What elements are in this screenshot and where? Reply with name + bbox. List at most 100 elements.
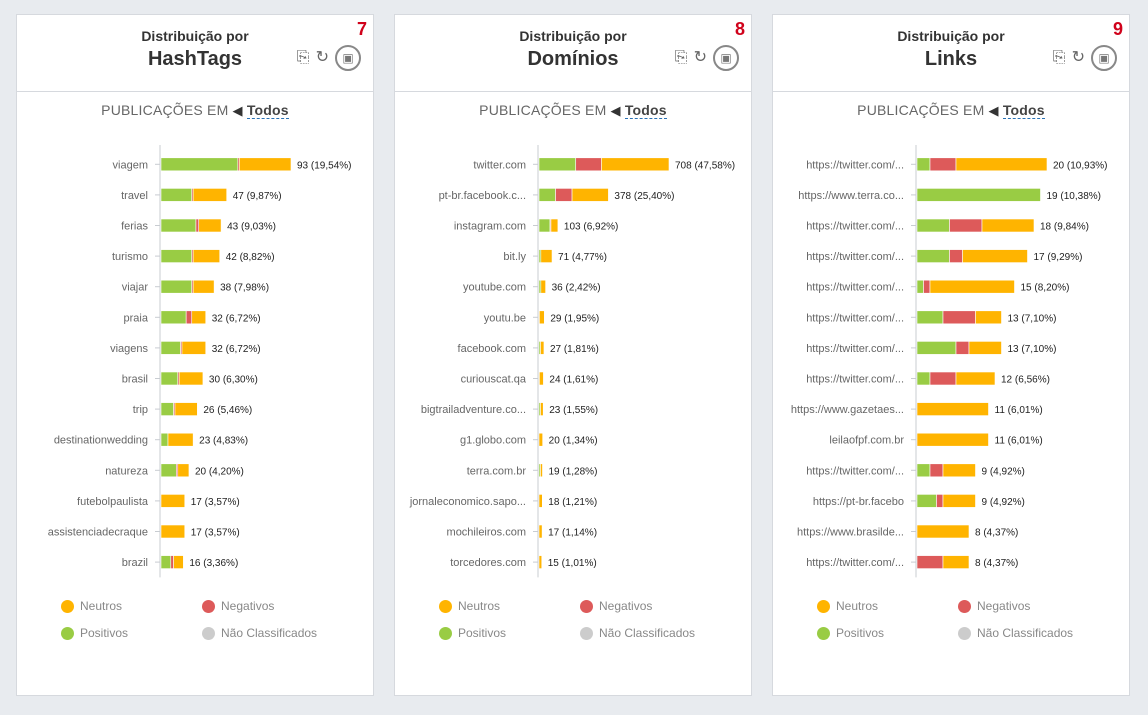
bar-neutros (540, 279, 546, 294)
value-label: 18 (9,84%) (1040, 222, 1089, 233)
bar-neutros (191, 310, 207, 325)
bar-positivos (538, 157, 577, 172)
value-label: 43 (9,03%) (227, 222, 276, 233)
legend-item-negativos[interactable]: Negativos (958, 599, 1030, 613)
bar-positivos (916, 188, 1041, 202)
bar-neutros (981, 218, 1035, 233)
bar-neutros (571, 188, 609, 202)
bar-neutros (160, 494, 186, 508)
legend-item-positivos[interactable]: Positivos (817, 626, 884, 640)
bar-neutros (601, 157, 670, 172)
legend-item-negativos[interactable]: Negativos (202, 599, 274, 613)
bar-negativos (942, 310, 976, 325)
value-label: 20 (4,20%) (195, 466, 244, 477)
legend-item-negativos[interactable]: Negativos (580, 599, 652, 613)
bar-negativos (555, 188, 573, 202)
panel-subtitle: Distribuição por (519, 28, 627, 44)
bar-neutros (540, 249, 553, 263)
category-label: viagem (113, 159, 148, 171)
export-icon[interactable]: ⎘ (296, 49, 310, 66)
bar-negativos (916, 555, 944, 569)
value-label: 17 (3,57%) (191, 528, 240, 539)
filter-todos-link[interactable]: Todos (1002, 102, 1045, 119)
legend-item-nao-classificados[interactable]: Não Classificados (202, 626, 317, 640)
value-label: 708 (47,58%) (675, 160, 735, 171)
panel-tools: ⎘ ↻ ▣ (297, 45, 361, 71)
legend-item-neutros[interactable]: Neutros (817, 599, 878, 613)
bar-positivos (916, 249, 950, 263)
bar-positivos (916, 341, 957, 355)
bar-neutros (192, 249, 221, 263)
chart-legend: Neutros Negativos Positivos Não Classifi… (17, 597, 373, 657)
legend-item-neutros[interactable]: Neutros (439, 599, 500, 613)
camera-icon[interactable]: ▣ (713, 45, 739, 71)
category-label: travel (121, 190, 148, 202)
refresh-icon[interactable]: ↻ (693, 49, 707, 66)
legend-item-neutros[interactable]: Neutros (61, 599, 122, 613)
panel-title: Domínios (527, 48, 619, 70)
legend-item-positivos[interactable]: Positivos (439, 626, 506, 640)
legend-dot-positivos (439, 626, 452, 640)
value-label: 32 (6,72%) (212, 344, 261, 355)
value-label: 36 (2,42%) (552, 283, 601, 294)
category-label: facebook.com (458, 343, 526, 355)
legend-dot-negativos (202, 599, 215, 613)
publications-filter: PUBLICAÇÕES EM ◀ Todos (17, 102, 373, 119)
value-label: 42 (8,82%) (226, 252, 275, 263)
category-label: https://www.gazetaes... (791, 404, 904, 416)
legend-item-positivos[interactable]: Positivos (61, 626, 128, 640)
panel-number: 7 (356, 19, 367, 39)
megaphone-icon: ◀ (988, 103, 999, 118)
filter-todos-link[interactable]: Todos (624, 102, 667, 119)
filter-todos-link[interactable]: Todos (246, 102, 289, 119)
category-label: terra.com.br (467, 465, 527, 477)
bar-positivos (160, 218, 197, 233)
bar-positivos (916, 463, 931, 478)
publications-filter: PUBLICAÇÕES EM ◀ Todos (395, 102, 751, 119)
export-icon[interactable]: ⎘ (1052, 49, 1066, 66)
legend-item-nao-classificados[interactable]: Não Classificados (958, 626, 1073, 640)
panel-subtitle: Distribuição por (897, 28, 1005, 44)
bar-neutros (955, 371, 996, 386)
value-label: 19 (1,28%) (548, 466, 597, 477)
bar-positivos (538, 218, 551, 233)
bar-negativos (955, 341, 970, 355)
category-label: turismo (112, 251, 148, 263)
value-label: 15 (8,20%) (1021, 283, 1070, 294)
bar-neutros (962, 249, 1028, 263)
bar-neutros (538, 555, 543, 569)
value-label: 29 (1,95%) (550, 313, 599, 324)
category-label: mochileiros.com (447, 527, 526, 539)
bar-negativos (170, 555, 174, 569)
megaphone-icon: ◀ (610, 103, 621, 118)
value-label: 23 (4,83%) (199, 436, 248, 447)
bar-neutros (198, 218, 222, 233)
bar-neutros (942, 555, 970, 569)
legend-label-negativos: Negativos (599, 599, 653, 613)
refresh-icon[interactable]: ↻ (315, 49, 329, 66)
category-label: brazil (122, 557, 148, 569)
bar-neutros (916, 402, 989, 416)
panel-title: HashTags (147, 48, 243, 70)
category-label: praia (124, 312, 149, 324)
bar-neutros (192, 188, 227, 202)
publications-filter: PUBLICAÇÕES EM ◀ Todos (773, 102, 1129, 119)
legend-dot-positivos (817, 626, 830, 640)
value-label: 12 (6,56%) (1001, 375, 1050, 386)
legend-dot-negativos (958, 599, 971, 613)
publications-label: PUBLICAÇÕES EM (857, 102, 985, 118)
category-label: torcedores.com (450, 557, 526, 569)
category-label: bigtrailadventure.co... (421, 404, 526, 416)
legend-item-nao-classificados[interactable]: Não Classificados (580, 626, 695, 640)
bar-negativos (949, 218, 983, 233)
category-label: https://twitter.com/... (806, 282, 904, 294)
refresh-icon[interactable]: ↻ (1071, 49, 1085, 66)
panel-tools: ⎘ ↻ ▣ (1053, 45, 1117, 71)
camera-icon[interactable]: ▣ (1091, 45, 1117, 71)
bar-positivos (916, 279, 924, 294)
camera-icon[interactable]: ▣ (335, 45, 361, 71)
bar-neutros (538, 432, 543, 447)
export-icon[interactable]: ⎘ (674, 49, 688, 66)
bar-neutros (942, 494, 976, 508)
value-label: 9 (4,92%) (982, 466, 1025, 477)
